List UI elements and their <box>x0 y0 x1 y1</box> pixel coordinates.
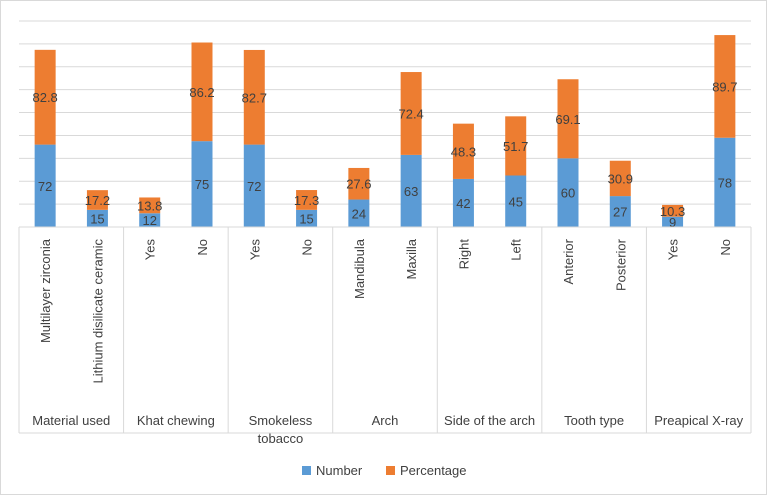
category-tick-label: Right <box>456 239 471 270</box>
category-tick-label: Multilayer zirconia <box>38 238 53 343</box>
category-tick-label: Maxilla <box>404 238 419 279</box>
bars <box>34 35 736 227</box>
group-label: Side of the arch <box>444 413 535 428</box>
bar-number <box>609 196 631 227</box>
category-tick-label: Yes <box>247 239 262 261</box>
gridlines <box>19 20 751 228</box>
bar-percentage <box>139 197 161 214</box>
bar-number <box>714 137 736 227</box>
bar-number <box>662 216 684 227</box>
data-label-number: 12 <box>142 213 156 228</box>
category-tick-label: No <box>300 239 315 256</box>
legend-swatch <box>302 466 311 475</box>
bar-number <box>86 209 108 227</box>
group-label: Khat chewing <box>137 413 215 428</box>
data-label-percentage: 89.7 <box>712 79 737 94</box>
category-tick-label: No <box>195 239 210 256</box>
bar-percentage <box>714 35 736 138</box>
group-label: Material used <box>32 413 110 428</box>
bar-percentage <box>191 42 213 142</box>
data-label-number: 72 <box>38 179 52 194</box>
group-label-line: Smokeless <box>249 413 313 428</box>
legend-swatch <box>386 466 395 475</box>
data-label-number: 72 <box>247 179 261 194</box>
data-label-percentage: 13.8 <box>137 198 162 213</box>
data-label-percentage: 17.3 <box>294 193 319 208</box>
category-tick-label: Left <box>509 239 524 261</box>
data-label-percentage: 82.7 <box>242 90 267 105</box>
bar-percentage <box>662 204 684 217</box>
data-label-percentage: 51.7 <box>503 139 528 154</box>
bar-number <box>296 209 318 227</box>
data-label-number: 75 <box>195 177 209 192</box>
data-label-number: 27 <box>613 205 627 220</box>
category-tick-label: Posterior <box>613 238 628 291</box>
bar-percentage <box>243 49 265 145</box>
group-label-line: tobacco <box>258 431 304 446</box>
data-label-number: 42 <box>456 196 470 211</box>
bar-percentage <box>348 167 370 200</box>
category-tick-label: Lithium disilicate ceramic <box>90 239 105 384</box>
data-label-percentage: 17.2 <box>85 193 110 208</box>
data-label-percentage: 86.2 <box>189 85 214 100</box>
data-label-number: 9 <box>669 215 676 230</box>
bar-percentage <box>452 123 474 179</box>
bar-number <box>191 141 213 227</box>
legend-label: Number <box>316 463 363 478</box>
data-label-number: 24 <box>352 206 366 221</box>
bar-number <box>348 199 370 227</box>
bar-number <box>243 144 265 227</box>
data-label-percentage: 72.4 <box>398 106 423 121</box>
data-label-number: 78 <box>718 175 732 190</box>
bar-number <box>505 175 527 227</box>
data-label-number: 15 <box>90 211 104 226</box>
legend-label: Percentage <box>400 463 467 478</box>
data-label-percentage: 69.1 <box>555 112 580 127</box>
category-tick-label: No <box>718 239 733 256</box>
category-tick-label: Mandibula <box>352 238 367 299</box>
data-label-percentage: 30.9 <box>608 171 633 186</box>
category-axis: Multilayer zirconia Lithium disilicate ce… <box>18 226 752 446</box>
bar-percentage <box>400 72 422 155</box>
data-label-percentage: 27.6 <box>346 177 371 192</box>
group-label: Tooth type <box>564 413 624 428</box>
data-label-number: 63 <box>404 184 418 199</box>
bar-number <box>557 158 579 227</box>
bar-percentage <box>609 160 631 197</box>
bar-percentage <box>34 49 56 145</box>
bar-percentage <box>557 79 579 159</box>
bar-number <box>139 213 161 227</box>
group-label: Arch <box>372 413 399 428</box>
data-label-number: 60 <box>561 186 575 201</box>
data-label-percentage: 10.3 <box>660 204 685 219</box>
bar-percentage <box>86 190 108 210</box>
category-tick-label: Anterior <box>561 238 576 284</box>
category-tick-label: Yes <box>143 239 158 261</box>
bar-percentage <box>505 116 527 176</box>
bar-number <box>452 178 474 227</box>
data-label-percentage: 82.8 <box>32 90 57 105</box>
legend: Number Percentage <box>302 463 467 478</box>
bar-percentage <box>296 190 318 210</box>
data-label-percentage: 48.3 <box>451 144 476 159</box>
bar-number <box>400 154 422 227</box>
data-label-number: 45 <box>508 194 522 209</box>
bar-number <box>34 144 56 227</box>
group-label: Preapical X-ray <box>654 413 743 428</box>
data-label-number: 15 <box>299 211 313 226</box>
category-tick-label: Yes <box>666 239 681 261</box>
